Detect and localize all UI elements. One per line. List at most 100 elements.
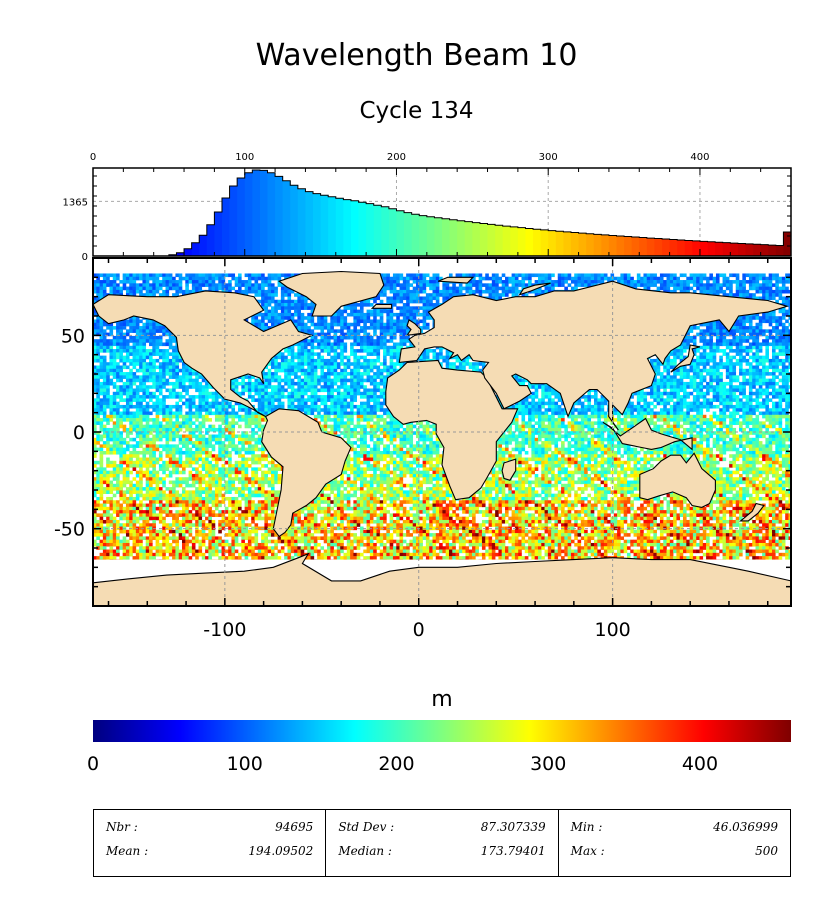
- data-pixel: [765, 358, 770, 363]
- data-pixel: [534, 293, 539, 297]
- data-pixel: [511, 280, 516, 284]
- data-pixel: [389, 283, 394, 287]
- data-pixel: [310, 339, 315, 343]
- data-pixel: [495, 283, 499, 287]
- data-pixel: [706, 342, 710, 347]
- data-pixel: [346, 332, 351, 337]
- data-pixel: [534, 280, 539, 284]
- data-pixel: [663, 286, 667, 291]
- data-pixel: [752, 355, 756, 360]
- data-pixel: [340, 309, 344, 314]
- data-pixel: [106, 342, 110, 347]
- data-pixel: [178, 273, 183, 278]
- data-pixel: [673, 283, 677, 287]
- data-pixel: [396, 283, 400, 287]
- data-pixel: [290, 299, 295, 304]
- data-pixel: [257, 283, 262, 287]
- data-pixel: [294, 312, 298, 317]
- data-pixel: [251, 316, 255, 320]
- data-pixel: [102, 293, 107, 297]
- data-pixel: [274, 319, 278, 324]
- data-pixel: [706, 283, 710, 287]
- data-pixel: [290, 312, 295, 317]
- data-pixel: [373, 319, 377, 324]
- data-pixel: [294, 309, 298, 314]
- data-pixel: [416, 319, 420, 324]
- data-pixel: [673, 349, 677, 353]
- data-pixel: [524, 283, 529, 287]
- data-pixel: [567, 276, 572, 281]
- data-pixel: [152, 349, 156, 353]
- data-pixel: [788, 322, 791, 327]
- data-pixel: [458, 293, 463, 297]
- data-pixel: [333, 345, 338, 350]
- data-pixel: [788, 273, 791, 278]
- data-pixel: [709, 322, 713, 327]
- histogram-bar: [631, 237, 640, 256]
- data-pixel: [172, 358, 176, 363]
- data-pixel: [389, 280, 394, 284]
- data-pixel: [267, 362, 272, 366]
- data-pixel: [673, 276, 677, 281]
- data-pixel: [781, 339, 786, 343]
- data-pixel: [274, 312, 278, 317]
- data-pixel: [709, 332, 713, 337]
- data-pixel: [416, 283, 420, 287]
- data-pixel: [379, 289, 384, 294]
- data-pixel: [238, 273, 242, 278]
- data-pixel: [775, 293, 779, 297]
- data-pixel: [445, 352, 450, 356]
- data-pixel: [149, 283, 153, 287]
- data-pixel: [742, 345, 746, 350]
- data-pixel: [261, 273, 265, 278]
- data-pixel: [363, 335, 367, 340]
- data-pixel: [188, 273, 193, 278]
- data-pixel: [290, 345, 295, 350]
- data-pixel: [406, 316, 410, 320]
- data-pixel: [135, 358, 140, 363]
- data-pixel: [109, 345, 114, 350]
- data-pixel: [340, 332, 344, 337]
- data-pixel: [521, 283, 526, 287]
- data-pixel: [175, 289, 180, 294]
- data-pixel: [350, 335, 354, 340]
- data-pixel: [102, 358, 107, 363]
- data-pixel: [465, 362, 470, 366]
- data-pixel: [425, 316, 430, 320]
- data-pixel: [458, 289, 463, 294]
- data-pixel: [96, 339, 100, 343]
- data-pixel: [432, 286, 437, 291]
- data-pixel: [712, 283, 717, 287]
- data-pixel: [448, 362, 453, 366]
- data-pixel: [106, 276, 110, 281]
- data-pixel: [788, 276, 791, 281]
- data-pixel: [778, 316, 783, 320]
- data-pixel: [228, 289, 232, 294]
- data-pixel: [112, 352, 117, 356]
- data-pixel: [775, 339, 779, 343]
- data-pixel: [383, 345, 387, 350]
- data-pixel: [392, 355, 397, 360]
- data-pixel: [353, 303, 357, 307]
- data-pixel: [303, 296, 308, 301]
- data-pixel: [402, 312, 407, 317]
- data-pixel: [768, 332, 773, 337]
- data-pixel: [261, 322, 265, 327]
- data-pixel: [149, 339, 153, 343]
- data-pixel: [135, 335, 140, 340]
- data-pixel: [336, 335, 341, 340]
- histogram-bar: [684, 240, 693, 256]
- data-pixel: [267, 319, 272, 324]
- data-pixel: [676, 349, 681, 353]
- data-pixel: [722, 283, 727, 287]
- data-pixel: [425, 306, 430, 310]
- data-pixel: [468, 362, 473, 366]
- data-pixel: [267, 276, 272, 281]
- data-pixel: [152, 352, 156, 356]
- data-pixel: [419, 296, 423, 301]
- data-pixel: [303, 329, 308, 333]
- data-pixel: [307, 316, 311, 320]
- data-pixel: [392, 322, 397, 327]
- data-pixel: [353, 316, 357, 320]
- data-pixel: [640, 283, 644, 287]
